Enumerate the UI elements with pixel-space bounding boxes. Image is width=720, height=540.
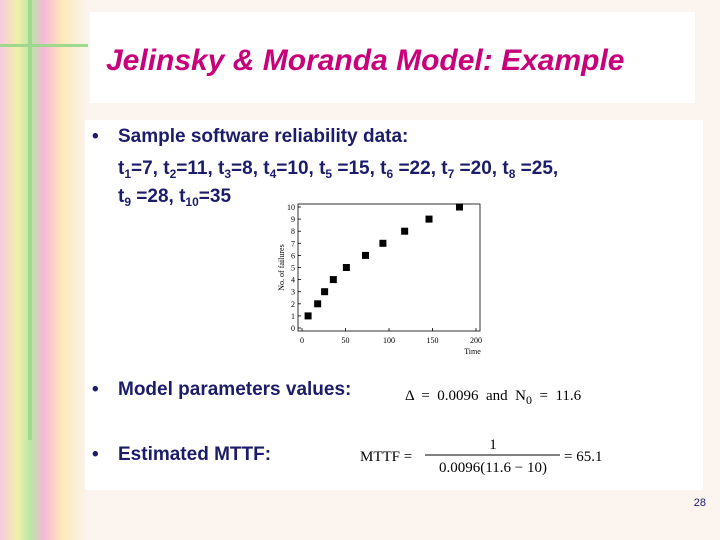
x-tick-label: 100 xyxy=(383,336,395,345)
subscript: 9 xyxy=(124,195,131,209)
mttf-lhs: MTTF = xyxy=(360,449,412,465)
y-axis-label: No. of failures xyxy=(277,244,286,290)
slide-title: Jelinsky & Moranda Model: Example xyxy=(106,44,624,77)
bullet-marker: • xyxy=(92,379,99,400)
subscript: 3 xyxy=(224,167,231,181)
parameters-formula: Δ = 0.0096 and N0 = 11.6 xyxy=(405,388,582,407)
point xyxy=(455,203,463,211)
text-segment: =28, t xyxy=(131,186,186,207)
text-segment: Δ = 0.0096 and N xyxy=(405,388,526,404)
subscript: 5 xyxy=(325,167,332,181)
text-segment: =22, t xyxy=(393,158,448,179)
title-box xyxy=(90,12,695,103)
text-segment: =20, t xyxy=(454,158,509,179)
page-number: 28 xyxy=(694,497,706,509)
y-tick-label: 4 xyxy=(291,276,295,285)
y-tick-label: 9 xyxy=(291,215,295,224)
y-tick-label: 10 xyxy=(287,203,295,212)
bullet: Model parameters values: xyxy=(118,379,351,400)
point xyxy=(321,288,329,296)
point xyxy=(304,312,312,320)
point xyxy=(314,300,322,308)
subscript: 6 xyxy=(387,167,394,181)
point xyxy=(379,239,387,247)
subscript: 0 xyxy=(526,393,532,407)
bullet-marker: • xyxy=(92,126,99,147)
y-tick-label: 0 xyxy=(291,324,295,333)
point xyxy=(342,264,350,271)
subscript: 8 xyxy=(509,167,516,181)
content-box xyxy=(85,120,703,490)
subscript: 4 xyxy=(270,167,277,181)
y-tick-label: 2 xyxy=(291,300,295,309)
text-segment: =7, t xyxy=(131,158,170,179)
x-tick-label: 0 xyxy=(300,336,304,345)
subscript: 7 xyxy=(448,167,455,181)
y-tick-label: 1 xyxy=(291,312,295,321)
text-segment: t xyxy=(118,186,125,207)
y-tick-label: 8 xyxy=(291,227,295,236)
decoration-stripe xyxy=(28,0,32,440)
text-segment: =35 xyxy=(199,186,232,207)
mttf-result: = 65.1 xyxy=(564,449,602,465)
text-segment: = 11.6 xyxy=(532,388,582,404)
x-tick-label: 50 xyxy=(342,336,350,345)
y-tick-label: 3 xyxy=(291,288,295,297)
point xyxy=(401,227,409,235)
subscript: 1 xyxy=(124,167,131,181)
text-segment: =8, t xyxy=(231,158,270,179)
text-segment: t xyxy=(118,158,125,179)
subscript: 2 xyxy=(170,167,177,181)
point xyxy=(329,276,337,284)
y-tick-label: 6 xyxy=(291,251,295,260)
x-tick-label: 150 xyxy=(427,336,439,345)
bullet: Estimated MTTF: xyxy=(118,444,271,465)
x-axis-label: Time xyxy=(464,347,481,356)
data-line: t9 =28, t10=35 xyxy=(118,186,231,209)
subscript: 10 xyxy=(185,195,199,209)
point xyxy=(362,251,370,259)
text-segment: =10, t xyxy=(276,158,326,179)
y-tick-label: 5 xyxy=(291,264,295,273)
bullet: Sample software reliability data: xyxy=(118,126,408,147)
text-segment: =25, xyxy=(515,158,558,179)
text-segment: =15, t xyxy=(332,158,387,179)
bullet-marker: • xyxy=(92,444,99,465)
point xyxy=(425,215,433,223)
y-tick-label: 7 xyxy=(291,239,295,248)
text-segment: =11, t xyxy=(176,158,225,179)
mttf-denominator: 0.0096(11.6 − 10) xyxy=(439,460,547,476)
decoration xyxy=(0,0,88,540)
decoration-stripe xyxy=(0,44,88,47)
data-line: t1=7, t2=11, t3=8, t4=10, t5 =15, t6 =22… xyxy=(118,158,558,181)
x-tick-label: 200 xyxy=(470,336,482,345)
mttf-numerator: 1 xyxy=(489,437,497,453)
